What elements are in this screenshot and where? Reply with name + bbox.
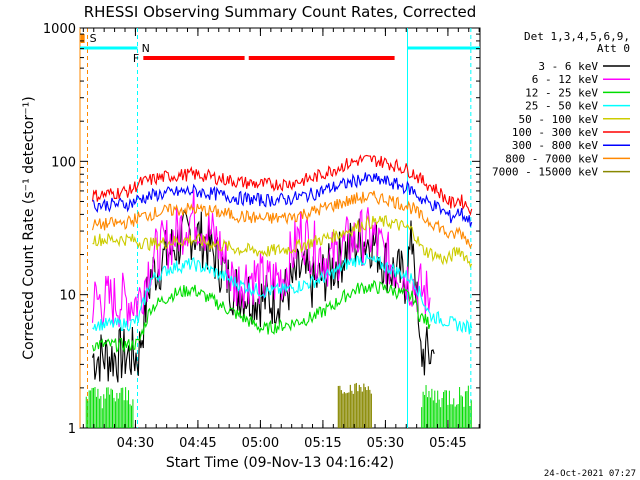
series-layer — [85, 154, 473, 428]
chart-title: RHESSI Observing Summary Count Rates, Co… — [84, 3, 477, 21]
legend-label: 7000 - 15000 keV — [492, 166, 598, 179]
flag-s-label: S — [90, 32, 97, 45]
series-line-300-800keV — [92, 172, 473, 227]
legend-label: 25 - 50 keV — [525, 100, 598, 113]
legend-header-1: Det 1,3,4,5,6,9, — [524, 30, 630, 43]
x-tick-label: 04:30 — [117, 436, 154, 451]
y-axis-label: Corrected Count Rate (s⁻¹ detector⁻¹) — [21, 96, 37, 359]
x-axis-label: Start Time (09-Nov-13 04:16:42) — [166, 455, 394, 471]
flag-n-label: N — [142, 42, 150, 55]
series-line-6-12keV — [91, 189, 431, 328]
legend-label: 100 - 300 keV — [512, 126, 598, 139]
y-tick-label: 1 — [68, 422, 76, 437]
y-tick-label: 1000 — [43, 22, 76, 37]
legend-label: 800 - 7000 keV — [505, 152, 598, 165]
legend-label: 6 - 12 keV — [532, 73, 599, 86]
series-line-12-25keV — [91, 279, 431, 353]
y-tick-label: 10 — [59, 289, 76, 304]
x-tick-label: 04:45 — [179, 436, 216, 451]
legend-label: 50 - 100 keV — [519, 113, 599, 126]
footer-timestamp: 24-Oct-2021 07:27 — [544, 469, 636, 479]
series-line-800-7000keV — [91, 190, 473, 250]
series-line-100-300keV — [91, 154, 473, 216]
series-line-25-50keV — [92, 253, 473, 335]
flag-f-label: F — [133, 52, 139, 65]
x-tick-label: 05:45 — [429, 436, 466, 451]
legend-label: 12 - 25 keV — [525, 86, 598, 99]
x-tick-label: 05:15 — [304, 436, 341, 451]
axis-layer: 1 10 100 1000 04:30 04:45 05:00 05:15 05:30 05:45 — [43, 22, 480, 451]
plot-frame — [79, 27, 481, 429]
x-tick-label: 05:00 — [242, 436, 279, 451]
flag-s-mark — [80, 34, 85, 43]
legend-label: 3 - 6 keV — [538, 60, 598, 73]
flag-layer: S NF — [80, 32, 480, 65]
legend-label: 300 - 800 keV — [512, 139, 598, 152]
plot-area: S NF 1 10 100 1000 04:30 04:45 05:00 05:15 05:30 0… — [43, 22, 481, 451]
annotation-layer — [79, 28, 472, 428]
x-tick-label: 05:30 — [367, 436, 404, 451]
y-tick-label: 100 — [51, 155, 76, 170]
legend-header-2: Att 0 — [597, 42, 630, 55]
series-line-50-100keV — [92, 214, 473, 268]
